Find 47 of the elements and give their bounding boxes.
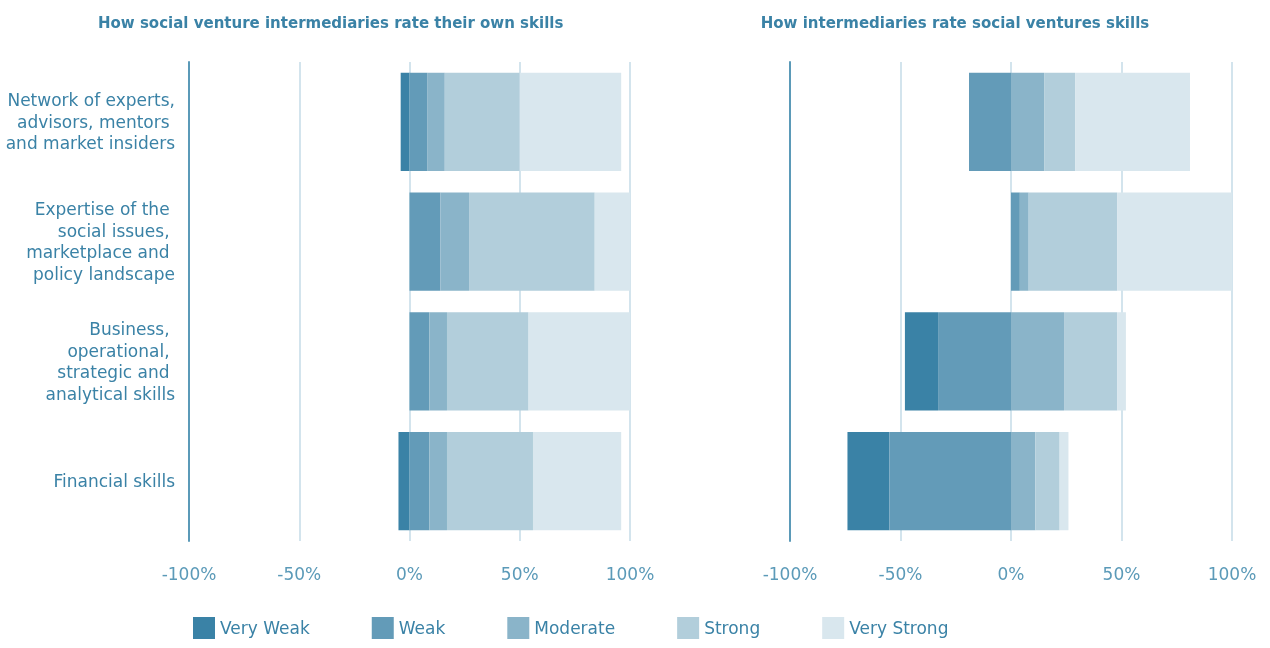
bar xyxy=(1019,192,1029,291)
bar xyxy=(1044,72,1076,171)
bar xyxy=(1011,72,1045,171)
legend-label: Weak xyxy=(398,618,446,638)
bar xyxy=(409,312,430,411)
bar xyxy=(1011,192,1020,291)
y-tick-label: Network of experts, advisors, mentors and market insiders xyxy=(5,90,176,154)
bar xyxy=(409,432,430,531)
legend-label: Strong xyxy=(704,618,761,638)
bar xyxy=(1059,432,1069,531)
x-tick-label: 100% xyxy=(605,563,655,584)
bar xyxy=(1035,432,1060,531)
legend-label: Moderate xyxy=(534,618,616,638)
x-tick-label: -100% xyxy=(161,563,217,584)
bar xyxy=(469,192,595,291)
bar xyxy=(1028,192,1118,291)
bar xyxy=(409,192,441,291)
chart-title: How intermediaries rate social ventures skills xyxy=(760,13,1150,32)
x-tick-label: 100% xyxy=(1207,563,1257,584)
bar xyxy=(429,432,447,531)
y-tick-label: Expertise of the social issues, marketplace and policy landscape xyxy=(26,199,175,284)
bar xyxy=(969,72,1011,171)
chart-title: How social venture intermediaries rate their own skills xyxy=(98,13,564,32)
bar xyxy=(446,432,533,531)
x-tick-label: 50% xyxy=(1102,563,1141,584)
bar xyxy=(398,432,410,531)
bar xyxy=(446,312,529,411)
x-tick-label: -100% xyxy=(762,563,818,584)
y-tick-label: Financial skills xyxy=(53,471,176,492)
bar xyxy=(1011,432,1036,531)
x-tick-label: 0% xyxy=(396,563,423,584)
bar xyxy=(400,72,410,171)
y-tick-label: Business, operational, strategic and analytical skills xyxy=(45,319,176,404)
bar xyxy=(427,72,445,171)
bar xyxy=(429,312,447,411)
legend-label: Very Weak xyxy=(220,618,310,638)
bar xyxy=(1064,312,1118,411)
bar xyxy=(444,72,520,171)
x-tick-label: -50% xyxy=(277,563,322,584)
bar xyxy=(409,72,428,171)
legend-label: Very Strong xyxy=(849,618,949,638)
bar xyxy=(532,432,622,531)
x-tick-label: 50% xyxy=(500,563,539,584)
bar xyxy=(1011,312,1065,411)
bar xyxy=(440,192,470,291)
x-tick-label: -50% xyxy=(878,563,923,584)
x-tick-label: 0% xyxy=(997,563,1025,584)
